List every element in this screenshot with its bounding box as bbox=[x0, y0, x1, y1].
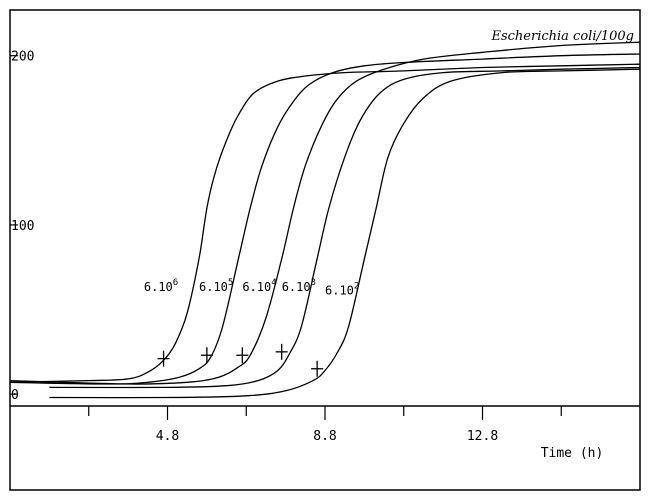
x-tick-label-2: 12.8 bbox=[467, 429, 498, 444]
x-tick-label-0: 4.8 bbox=[156, 429, 179, 444]
y-tick-label-2: 200 bbox=[11, 50, 34, 65]
series-marker-3 bbox=[275, 343, 288, 360]
y-ticks: 0 100 200 bbox=[10, 50, 34, 403]
series-line-2 bbox=[9, 41, 641, 385]
series-label-3: 6.103 bbox=[282, 278, 316, 294]
series-label-2: 6.104 bbox=[242, 278, 276, 294]
y-tick-label-1: 100 bbox=[11, 219, 34, 234]
x-ticks: 4.8 8.8 12.8 bbox=[88, 406, 562, 444]
series-marker-2 bbox=[236, 347, 249, 364]
x-tick-label-1: 8.8 bbox=[313, 429, 336, 444]
series-line-1 bbox=[9, 53, 641, 385]
series-line-0 bbox=[9, 63, 641, 383]
series-label-4: 6.102 bbox=[325, 281, 359, 297]
y-tick-label-0: 0 bbox=[11, 388, 19, 403]
series-label-0: 6.106 bbox=[144, 278, 178, 294]
series-lines bbox=[9, 41, 641, 399]
series-line-3 bbox=[49, 66, 641, 389]
plot-frame bbox=[9, 9, 641, 491]
x-axis-label: Time (h) bbox=[541, 446, 604, 461]
series-marker-1 bbox=[200, 347, 213, 364]
chart-title: Escherichia coli/100g bbox=[490, 29, 634, 44]
series-line-4 bbox=[49, 68, 641, 399]
series-marker-4 bbox=[311, 360, 324, 377]
series-label-1: 6.105 bbox=[199, 278, 233, 294]
annotations: 6.106 6.105 6.104 6.103 6.102 bbox=[144, 278, 359, 297]
series-marker-0 bbox=[157, 350, 170, 367]
series-markers bbox=[157, 343, 324, 377]
